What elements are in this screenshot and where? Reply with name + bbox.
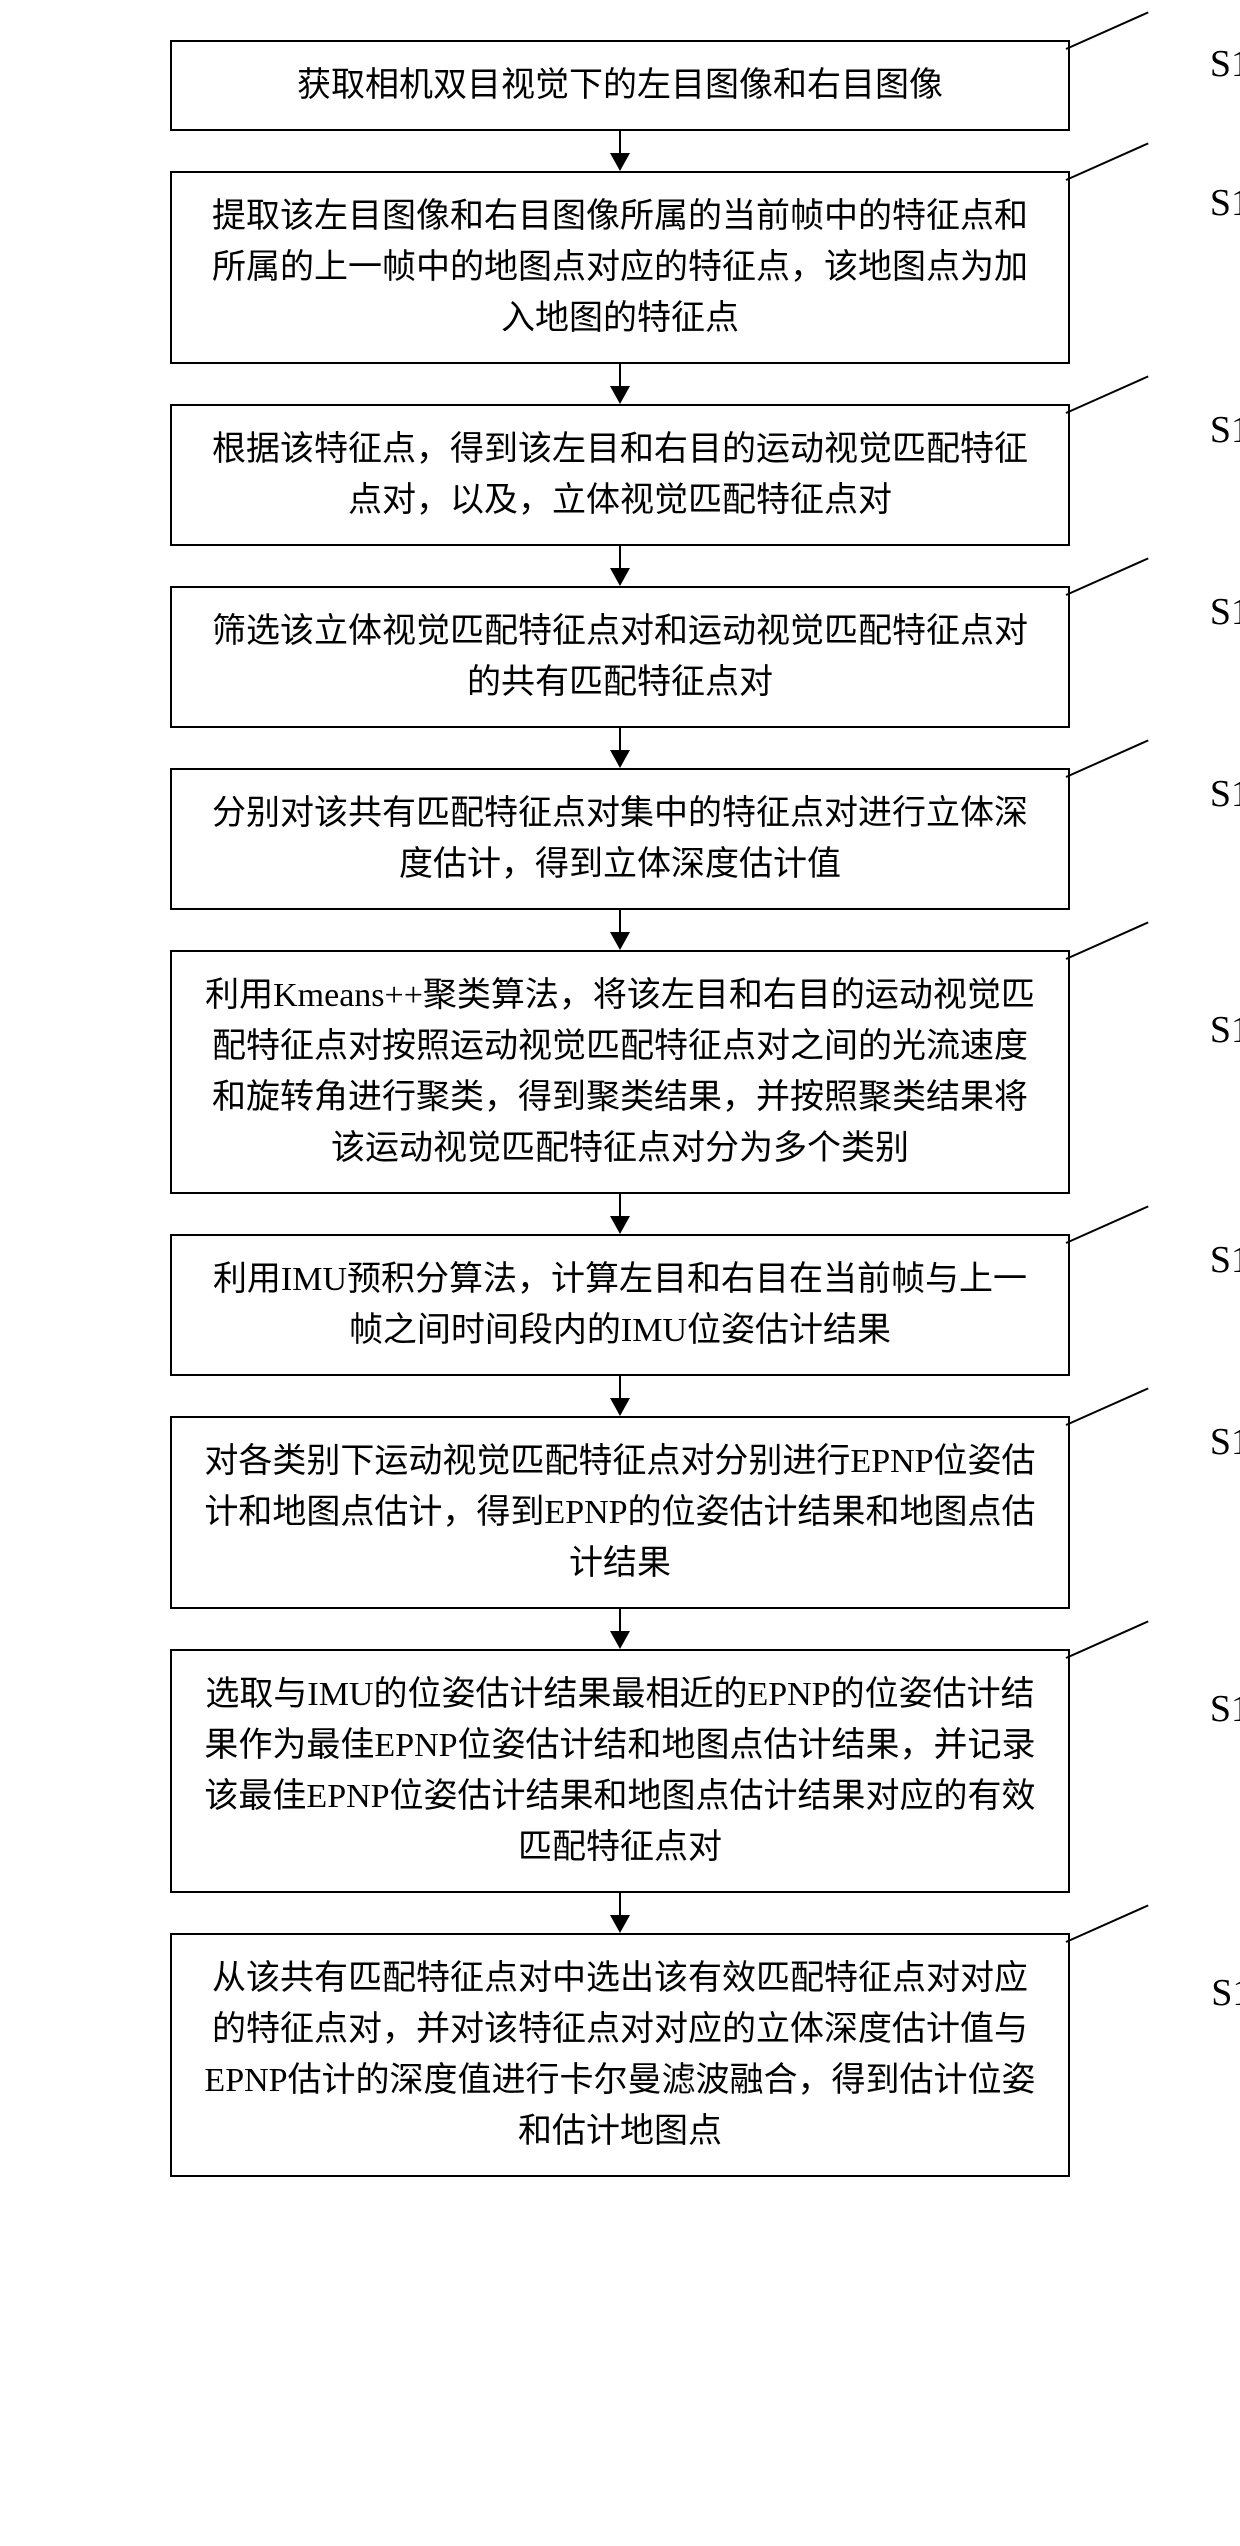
step-wrapper: 利用Kmeans++聚类算法，将该左目和右目的运动视觉匹配特征点对按照运动视觉匹… (30, 950, 1210, 1234)
arrow-head-icon (610, 750, 630, 768)
step-row: 选取与IMU的位姿估计结果最相近的EPNP的位姿估计结果作为最佳EPNP位姿估计… (30, 1649, 1210, 1893)
arrow-line (619, 728, 621, 752)
arrow-down (610, 1376, 630, 1416)
step-wrapper: 获取相机双目视觉下的左目图像和右目图像S101 (30, 40, 1210, 171)
step-wrapper: 对各类别下运动视觉匹配特征点对分别进行EPNP位姿估计和地图点估计，得到EPNP… (30, 1416, 1210, 1649)
step-wrapper: 利用IMU预积分算法，计算左目和右目在当前帧与上一帧之间时间段内的IMU位姿估计… (30, 1234, 1210, 1416)
step-label: S103 (1210, 402, 1240, 459)
step-wrapper: 提取该左目图像和右目图像所属的当前帧中的特征点和所属的上一帧中的地图点对应的特征… (30, 171, 1210, 404)
step-row: 利用IMU预积分算法，计算左目和右目在当前帧与上一帧之间时间段内的IMU位姿估计… (30, 1234, 1210, 1376)
flowchart-container: 获取相机双目视觉下的左目图像和右目图像S101 提取该左目图像和右目图像所属的当前… (30, 40, 1210, 2177)
step-row: 分别对该共有匹配特征点对集中的特征点对进行立体深度估计，得到立体深度估计值S10… (30, 768, 1210, 910)
step-row: 提取该左目图像和右目图像所属的当前帧中的特征点和所属的上一帧中的地图点对应的特征… (30, 171, 1210, 364)
arrow-head-icon (610, 153, 630, 171)
step-label: S110 (1211, 1965, 1240, 2022)
arrow-down (610, 364, 630, 404)
step-box: 对各类别下运动视觉匹配特征点对分别进行EPNP位姿估计和地图点估计，得到EPNP… (170, 1416, 1070, 1609)
step-label: S104 (1210, 584, 1240, 641)
label-connector (1066, 11, 1149, 49)
step-label: S108 (1210, 1414, 1240, 1471)
arrow-line (619, 1376, 621, 1400)
arrow-line (619, 131, 621, 155)
arrow-line (619, 546, 621, 570)
arrow-down (610, 728, 630, 768)
step-wrapper: 分别对该共有匹配特征点对集中的特征点对进行立体深度估计，得到立体深度估计值S10… (30, 768, 1210, 950)
step-row: 从该共有匹配特征点对中选出该有效匹配特征点对对应的特征点对，并对该特征点对对应的… (30, 1933, 1210, 2177)
step-row: 对各类别下运动视觉匹配特征点对分别进行EPNP位姿估计和地图点估计，得到EPNP… (30, 1416, 1210, 1609)
step-label: S106 (1210, 1002, 1240, 1059)
step-box: 根据该特征点，得到该左目和右目的运动视觉匹配特征点对，以及，立体视觉匹配特征点对… (170, 404, 1070, 546)
arrow-down (610, 546, 630, 586)
arrow-line (619, 1893, 621, 1917)
arrow-head-icon (610, 1398, 630, 1416)
step-label: S105 (1210, 766, 1240, 823)
arrow-down (610, 910, 630, 950)
step-box: 分别对该共有匹配特征点对集中的特征点对进行立体深度估计，得到立体深度估计值S10… (170, 768, 1070, 910)
step-wrapper: 根据该特征点，得到该左目和右目的运动视觉匹配特征点对，以及，立体视觉匹配特征点对… (30, 404, 1210, 586)
arrow-down (610, 1893, 630, 1933)
step-box: 选取与IMU的位姿估计结果最相近的EPNP的位姿估计结果作为最佳EPNP位姿估计… (170, 1649, 1070, 1893)
step-label: S109 (1210, 1681, 1240, 1738)
step-box: 利用IMU预积分算法，计算左目和右目在当前帧与上一帧之间时间段内的IMU位姿估计… (170, 1234, 1070, 1376)
step-row: 根据该特征点，得到该左目和右目的运动视觉匹配特征点对，以及，立体视觉匹配特征点对… (30, 404, 1210, 546)
step-wrapper: 筛选该立体视觉匹配特征点对和运动视觉匹配特征点对的共有匹配特征点对S104 (30, 586, 1210, 768)
arrow-head-icon (610, 1631, 630, 1649)
step-box: 筛选该立体视觉匹配特征点对和运动视觉匹配特征点对的共有匹配特征点对S104 (170, 586, 1070, 728)
step-label: S107 (1210, 1232, 1240, 1289)
arrow-down (610, 1609, 630, 1649)
arrow-line (619, 364, 621, 388)
step-box: 获取相机双目视觉下的左目图像和右目图像S101 (170, 40, 1070, 131)
arrow-head-icon (610, 1216, 630, 1234)
arrow-line (619, 1194, 621, 1218)
step-box: 提取该左目图像和右目图像所属的当前帧中的特征点和所属的上一帧中的地图点对应的特征… (170, 171, 1070, 364)
arrow-down (610, 1194, 630, 1234)
arrow-head-icon (610, 1915, 630, 1933)
arrow-head-icon (610, 568, 630, 586)
step-row: 获取相机双目视觉下的左目图像和右目图像S101 (30, 40, 1210, 131)
arrow-down (610, 131, 630, 171)
arrow-head-icon (610, 386, 630, 404)
step-label: S101 (1210, 36, 1240, 93)
arrow-head-icon (610, 932, 630, 950)
step-box: 从该共有匹配特征点对中选出该有效匹配特征点对对应的特征点对，并对该特征点对对应的… (170, 1933, 1070, 2177)
arrow-line (619, 1609, 621, 1633)
step-row: 利用Kmeans++聚类算法，将该左目和右目的运动视觉匹配特征点对按照运动视觉匹… (30, 950, 1210, 1194)
step-row: 筛选该立体视觉匹配特征点对和运动视觉匹配特征点对的共有匹配特征点对S104 (30, 586, 1210, 728)
step-box: 利用Kmeans++聚类算法，将该左目和右目的运动视觉匹配特征点对按照运动视觉匹… (170, 950, 1070, 1194)
arrow-line (619, 910, 621, 934)
step-wrapper: 选取与IMU的位姿估计结果最相近的EPNP的位姿估计结果作为最佳EPNP位姿估计… (30, 1649, 1210, 1933)
step-label: S102 (1210, 175, 1240, 232)
step-wrapper: 从该共有匹配特征点对中选出该有效匹配特征点对对应的特征点对，并对该特征点对对应的… (30, 1933, 1210, 2177)
